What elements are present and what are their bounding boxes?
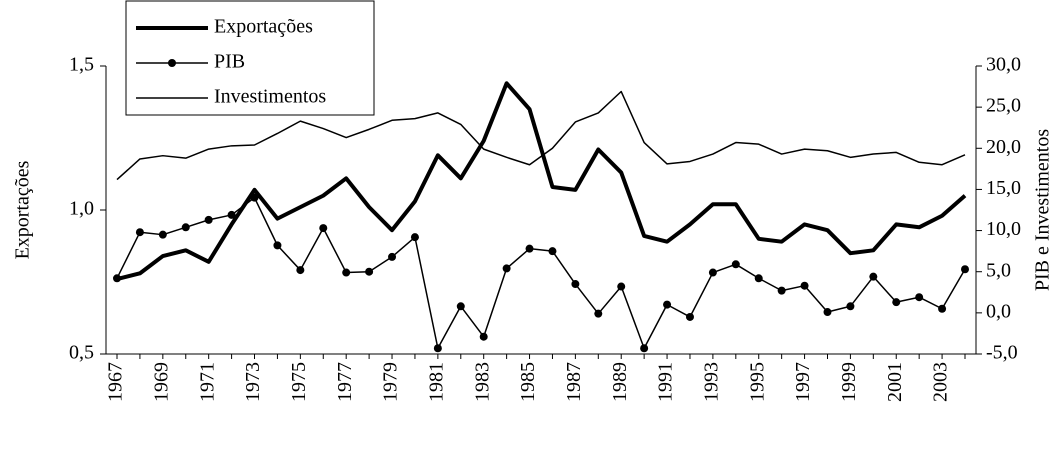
- point: [158, 230, 167, 239]
- point: [594, 309, 603, 318]
- x-tick-label: 1983: [471, 362, 493, 402]
- series-line: [116, 90, 966, 181]
- legend-marker: [168, 59, 176, 67]
- legend-box: [125, 0, 375, 116]
- x-tick-label: 1977: [334, 362, 356, 402]
- y2-tick-label: 0,0: [986, 300, 1011, 322]
- point: [800, 281, 809, 290]
- point: [342, 268, 351, 277]
- point: [388, 252, 397, 261]
- point: [663, 300, 672, 309]
- point: [227, 210, 236, 219]
- point: [204, 215, 213, 224]
- point: [456, 302, 465, 311]
- y-tick-label: 1,5: [69, 54, 94, 76]
- x-tick-label: 1969: [150, 362, 172, 402]
- point: [685, 312, 694, 321]
- point: [915, 293, 924, 302]
- x-tick-label: 1973: [242, 362, 264, 402]
- point: [961, 265, 969, 274]
- y2-tick-label: 20,0: [986, 136, 1021, 158]
- x-tick-label: 1989: [609, 362, 631, 402]
- point: [892, 298, 901, 307]
- point: [846, 302, 855, 311]
- point: [869, 272, 878, 281]
- y2-tick-label: 5,0: [986, 259, 1011, 281]
- x-tick-label: 1967: [105, 362, 127, 402]
- x-tick-label: 1975: [288, 362, 310, 402]
- point: [250, 193, 259, 202]
- point: [113, 274, 121, 283]
- series-line: [116, 81, 967, 282]
- y2-tick-label: 15,0: [986, 177, 1021, 199]
- y-tick-label: 1,0: [69, 198, 94, 220]
- point: [617, 282, 626, 291]
- point: [938, 304, 947, 313]
- point: [181, 223, 190, 232]
- y-axis-title: Exportações: [12, 160, 34, 259]
- legend-label: Exportações: [214, 16, 313, 38]
- point: [433, 344, 442, 353]
- point: [777, 286, 786, 295]
- point: [754, 274, 763, 283]
- x-tick-label: 1979: [380, 362, 402, 402]
- y2-axis-title: PIB e Investimentos: [1032, 129, 1054, 291]
- point: [548, 247, 557, 256]
- legend-label: Investimentos: [214, 86, 326, 108]
- point: [571, 280, 580, 289]
- y2-tick-label: 10,0: [986, 218, 1021, 240]
- x-tick-label: 1985: [517, 362, 539, 402]
- y2-tick-label: -5,0: [986, 342, 1018, 364]
- x-tick-label: 1981: [425, 362, 447, 402]
- point: [296, 266, 305, 275]
- legend-label: PIB: [214, 51, 245, 73]
- y2-tick-label: 25,0: [986, 95, 1021, 117]
- x-tick-label: 1987: [563, 362, 585, 402]
- point: [502, 264, 511, 273]
- point: [525, 244, 534, 253]
- point: [823, 308, 832, 317]
- point: [135, 228, 144, 237]
- x-tick-label: 1995: [746, 362, 768, 402]
- x-tick-label: 2001: [884, 362, 906, 402]
- series-line: [116, 196, 966, 349]
- x-tick-label: 1993: [700, 362, 722, 402]
- x-tick-label: 1991: [655, 362, 677, 402]
- point: [319, 224, 328, 233]
- point: [731, 260, 740, 269]
- y-tick-label: 0,5: [69, 342, 94, 364]
- x-tick-label: 1971: [196, 362, 218, 402]
- legend: Exportações PIB Investimentos: [125, 0, 375, 116]
- y2-tick-label: 30,0: [986, 54, 1021, 76]
- point: [410, 233, 419, 242]
- point: [479, 332, 488, 341]
- x-tick-label: 1999: [838, 362, 860, 402]
- x-tick-label: 2003: [930, 362, 952, 402]
- point: [365, 267, 374, 276]
- point: [640, 344, 649, 353]
- point: [273, 241, 282, 250]
- point: [708, 268, 717, 277]
- x-tick-label: 1997: [792, 362, 814, 402]
